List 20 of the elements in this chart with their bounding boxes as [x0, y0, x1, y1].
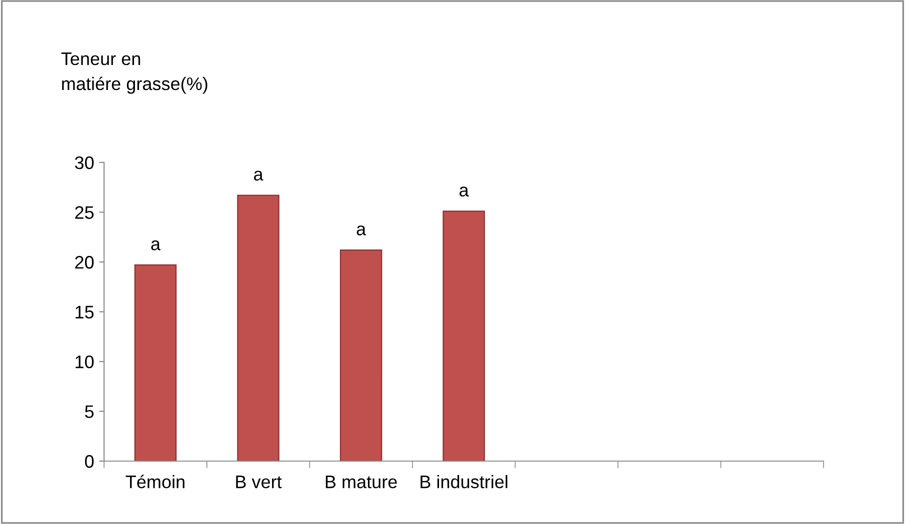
annotation: a: [151, 240, 160, 250]
bar: [134, 264, 177, 462]
y-tick-label: 25: [75, 206, 94, 219]
annotation: a: [356, 225, 366, 236]
bar: [340, 250, 382, 462]
x-tick-label: B industriel: [420, 475, 508, 488]
bar: [237, 194, 280, 462]
y-tick-label: 10: [76, 355, 94, 368]
x-tick-label: B vert: [236, 476, 282, 488]
x-tick-label: B mature: [326, 476, 397, 488]
y-tick-label: 0: [85, 455, 94, 468]
bar: [442, 210, 485, 462]
y-axis-title: Teneur en matiére grasse(%): [61, 52, 208, 94]
x-tick-label: Témoin: [126, 474, 184, 488]
y-tick-label: 5: [85, 405, 94, 418]
y-tick-label: 20: [75, 256, 94, 269]
y-tick-label: 30: [74, 156, 94, 170]
y-tick-label: 15: [76, 306, 94, 318]
annotation: a: [460, 186, 469, 197]
annotation: a: [254, 170, 264, 181]
